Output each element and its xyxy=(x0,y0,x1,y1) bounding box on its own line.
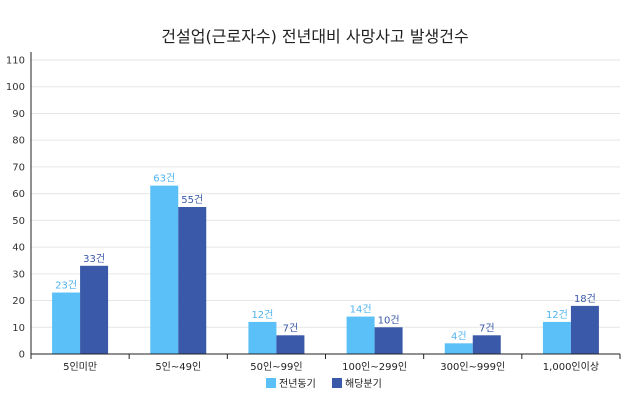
bar[interactable] xyxy=(570,305,599,354)
y-tick-label: 20 xyxy=(12,296,25,307)
data-label: 18건 xyxy=(574,293,596,305)
bar[interactable] xyxy=(178,207,207,354)
y-axis: 0 10 20 30 40 50 60 70 80 90 100 110 xyxy=(6,52,32,361)
data-label: 4건 xyxy=(451,330,467,342)
legend-swatch[interactable] xyxy=(332,378,342,388)
bars: 23건 33건 63건 55건 12건 7건 14건 10건 4건 7건 12건 18건 xyxy=(52,173,599,354)
y-tick-label: 10 xyxy=(12,323,25,334)
bar[interactable] xyxy=(150,185,179,354)
bar[interactable] xyxy=(472,335,501,354)
y-tick-label: 40 xyxy=(12,243,25,254)
y-tick-label: 60 xyxy=(12,189,25,200)
y-tick-label: 30 xyxy=(12,269,25,280)
legend-swatch[interactable] xyxy=(266,378,276,388)
grid-lines xyxy=(31,59,620,328)
bar[interactable] xyxy=(248,321,277,354)
data-label: 7건 xyxy=(283,322,299,334)
x-tick-label: 300인~999인 xyxy=(440,361,505,373)
data-label: 7건 xyxy=(479,322,495,334)
y-tick-label: 0 xyxy=(19,350,25,361)
legend-label[interactable]: 전년동기 xyxy=(279,378,316,390)
data-label: 33건 xyxy=(83,253,105,265)
data-label: 12건 xyxy=(251,309,273,321)
y-tick-label: 100 xyxy=(6,82,25,93)
x-tick-label: 1,000인이상 xyxy=(543,361,599,373)
legend-label[interactable]: 해당분기 xyxy=(345,377,382,390)
x-tick-label: 50인~99인 xyxy=(250,361,302,373)
data-label: 12건 xyxy=(546,309,568,321)
bar[interactable] xyxy=(276,335,305,354)
data-label: 23건 xyxy=(55,280,77,292)
y-tick-label: 110 xyxy=(6,56,25,67)
x-tick-label: 5인~49인 xyxy=(155,361,201,373)
y-tick-label: 90 xyxy=(12,109,25,120)
bar[interactable] xyxy=(542,321,571,354)
y-tick-label: 50 xyxy=(12,216,25,227)
y-tick-label: 70 xyxy=(12,162,25,173)
data-label: 14건 xyxy=(350,304,372,316)
bar[interactable] xyxy=(80,265,109,354)
y-tick-label: 80 xyxy=(12,136,25,147)
data-label: 55건 xyxy=(181,194,203,206)
data-label: 10건 xyxy=(378,314,400,326)
legend[interactable]: 전년동기 해당분기 xyxy=(266,377,382,390)
x-tick-label: 100인~299인 xyxy=(342,361,407,373)
chart-title: 건설업(근로자수) 전년대비 사망사고 발생건수 xyxy=(161,27,468,46)
x-tick-label: 5인미만 xyxy=(63,361,97,373)
bar[interactable] xyxy=(346,316,375,354)
bar[interactable] xyxy=(374,327,403,354)
data-label: 63건 xyxy=(153,173,175,185)
x-axis: 5인미만 5인~49인 50인~99인 100인~299인 300인~999인 1,000… xyxy=(30,353,621,373)
bar[interactable] xyxy=(52,292,81,354)
bar[interactable] xyxy=(444,343,473,354)
